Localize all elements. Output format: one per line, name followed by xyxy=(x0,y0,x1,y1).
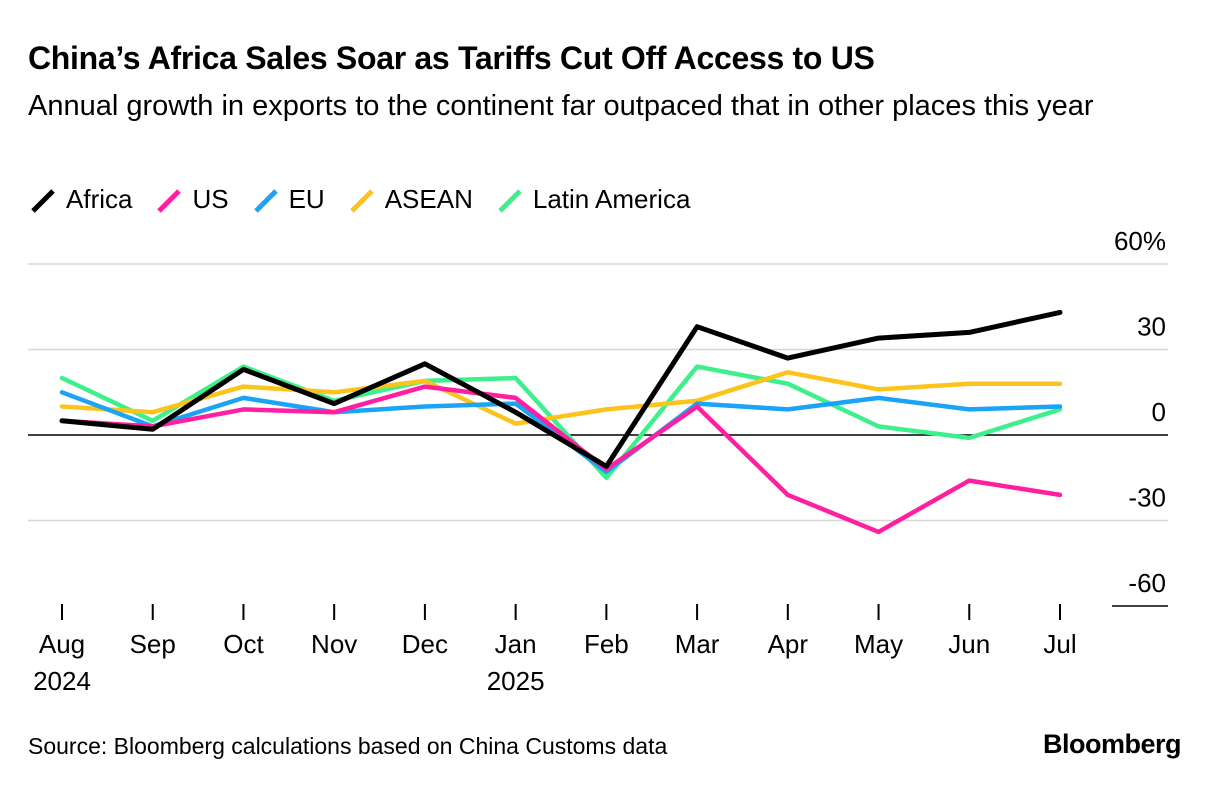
legend-swatch-asean xyxy=(349,188,374,213)
x-tick-label-jul: Jul xyxy=(1043,629,1076,659)
x-tick-label-mar: Mar xyxy=(675,629,720,659)
x-tick-label-sep: Sep xyxy=(130,629,176,659)
x-year-label-2025: 2025 xyxy=(487,666,545,696)
series-line-us xyxy=(59,384,1063,535)
legend-label-asean: ASEAN xyxy=(384,184,473,214)
y-tick-label-30: -30 xyxy=(1128,483,1166,513)
legend-item-eu: EU xyxy=(251,184,325,215)
legend-item-us: US xyxy=(154,184,229,215)
x-tick-label-jun: Jun xyxy=(948,629,990,659)
chart-subtitle: Annual growth in exports to the continen… xyxy=(28,90,1094,122)
series-lines xyxy=(59,309,1063,535)
legend-label-africa: Africa xyxy=(66,184,133,214)
x-tick-label-aug: Aug xyxy=(39,629,85,659)
x-tick-label-feb: Feb xyxy=(584,629,629,659)
legend-item-asean: ASEAN xyxy=(347,184,473,215)
x-tick-label-apr: Apr xyxy=(768,629,809,659)
source-note: Source: Bloomberg calculations based on … xyxy=(28,733,668,759)
legend-item-africa: Africa xyxy=(28,184,132,215)
x-year-label-2024: 2024 xyxy=(33,666,91,696)
x-tick-label-dec: Dec xyxy=(402,629,448,659)
legend-swatch-latin-america xyxy=(498,188,522,213)
legend-item-latin-america: Latin America xyxy=(495,184,691,215)
legend-swatch-us xyxy=(157,188,182,213)
series-line-asean xyxy=(59,370,1063,426)
x-tick-label-may: May xyxy=(854,629,903,659)
brand-logo: Bloomberg xyxy=(1042,729,1182,759)
legend-label-latin-america: Latin America xyxy=(532,184,691,214)
x-tick-label-jan: Jan xyxy=(495,629,537,659)
legend-label-eu: EU xyxy=(288,184,325,214)
x-tick-label-oct: Oct xyxy=(223,629,264,659)
legend-label-us: US xyxy=(192,184,229,214)
x-axis-ticks: Aug Sep Oct Nov Dec Jan Feb Mar Apr May Jun Jul 2024… xyxy=(33,604,1077,696)
y-tick-label-0: 0 xyxy=(1152,397,1166,427)
x-tick-label-nov: Nov xyxy=(311,629,357,659)
chart-legend: Africa US EU ASEAN Latin America xyxy=(28,184,712,215)
series-line-latin-america xyxy=(59,364,1063,481)
series-line-africa xyxy=(59,309,1063,469)
grid-lines xyxy=(28,263,1168,607)
y-tick-label-60: -60 xyxy=(1128,568,1166,598)
chart-title: China’s Africa Sales Soar as Tariffs Cut… xyxy=(28,40,875,76)
y-axis-ticks: 60% 30 0 -30 -60 xyxy=(1114,226,1166,598)
legend-swatch-eu xyxy=(253,188,278,213)
legend-swatch-africa xyxy=(31,188,55,213)
y-tick-label-60: 60% xyxy=(1114,226,1166,256)
y-tick-label-30: 30 xyxy=(1137,312,1166,342)
